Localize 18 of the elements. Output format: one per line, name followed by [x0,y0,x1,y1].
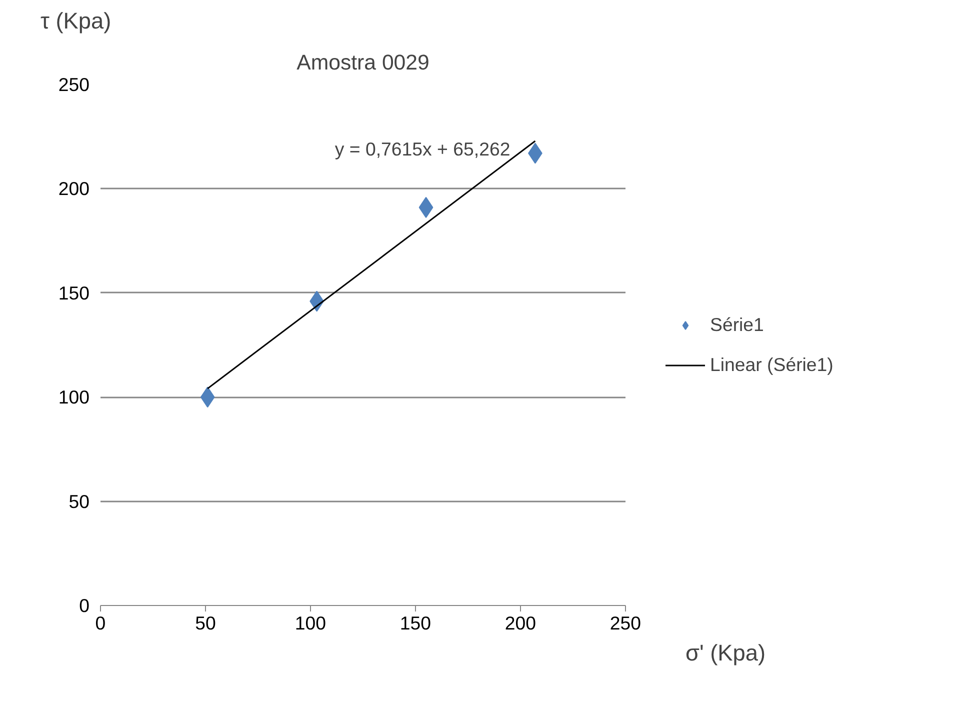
annotation: y = 0,7615x + 65,262 [334,138,510,160]
y-tick-label: 150 [58,282,90,304]
x-tick-label: 200 [504,612,536,634]
legend-label: Série1 [710,314,764,336]
y-axis-title: τ (Kpa) [40,8,112,34]
y-tick-label: 50 [68,490,90,512]
y-tick-label: 200 [58,178,90,200]
x-tick-label: 250 [610,612,642,634]
chart-title: Amostra 0029 [296,50,430,74]
x-tick-label: 0 [95,612,106,634]
x-tick-label: 100 [294,612,326,634]
y-tick-label: 100 [58,386,90,408]
legend-label: Linear (Série1) [710,354,834,376]
x-tick-label: 150 [400,612,432,634]
y-tick-label: 250 [58,74,90,95]
x-tick-label: 50 [195,612,216,634]
y-tick-label: 0 [79,595,90,616]
x-axis-title: σ' (Kpa) [685,640,766,666]
